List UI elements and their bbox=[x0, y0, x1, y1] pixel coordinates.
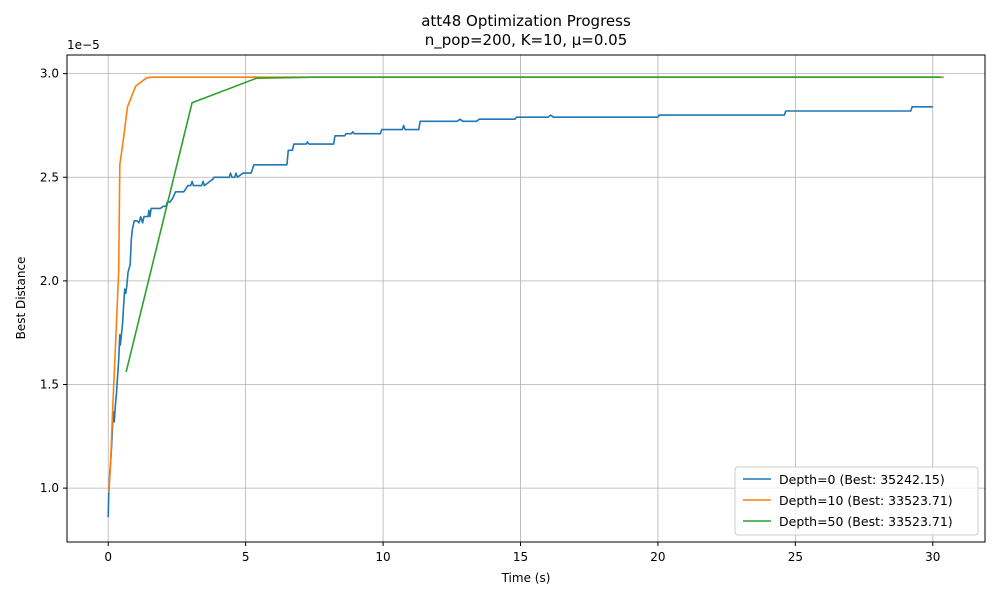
x-tick-label: 25 bbox=[788, 550, 803, 564]
legend-label-depth-50: Depth=50 (Best: 33523.71) bbox=[779, 514, 953, 529]
chart-subtitle: n_pop=200, K=10, μ=0.05 bbox=[425, 31, 628, 50]
x-axis-label: Time (s) bbox=[501, 571, 551, 585]
y-tick-label: 2.0 bbox=[40, 274, 59, 288]
x-tick-label: 30 bbox=[925, 550, 940, 564]
chart-title: att48 Optimization Progress bbox=[421, 12, 631, 30]
series-line-depth-10 bbox=[108, 76, 944, 493]
x-tick-label: 5 bbox=[242, 550, 250, 564]
x-tick-label: 15 bbox=[513, 550, 528, 564]
legend: Depth=0 (Best: 35242.15) Depth=10 (Best:… bbox=[734, 466, 979, 536]
x-tick-label: 20 bbox=[650, 550, 665, 564]
series-line-depth-0 bbox=[107, 106, 933, 518]
y-tick-label: 1.5 bbox=[40, 378, 59, 392]
y-offset-label: 1e−5 bbox=[67, 38, 100, 52]
series-lines bbox=[107, 76, 944, 518]
plot-frame bbox=[66, 54, 986, 543]
x-tick-label: 10 bbox=[375, 550, 390, 564]
y-axis-label: Best Distance bbox=[14, 257, 28, 340]
axis-ticks: 0 5 10 15 20 25 30 1.0 1.5 2.0 2.5 3.0 bbox=[40, 67, 941, 564]
y-tick-label: 1.0 bbox=[40, 481, 59, 495]
y-tick-label: 2.5 bbox=[40, 170, 59, 184]
legend-box bbox=[734, 466, 979, 536]
series-line-depth-50 bbox=[125, 76, 941, 373]
legend-label-depth-10: Depth=10 (Best: 33523.71) bbox=[779, 493, 953, 508]
y-tick-label: 3.0 bbox=[40, 67, 59, 81]
legend-label-depth-0: Depth=0 (Best: 35242.15) bbox=[779, 472, 945, 487]
x-tick-label: 0 bbox=[104, 550, 112, 564]
